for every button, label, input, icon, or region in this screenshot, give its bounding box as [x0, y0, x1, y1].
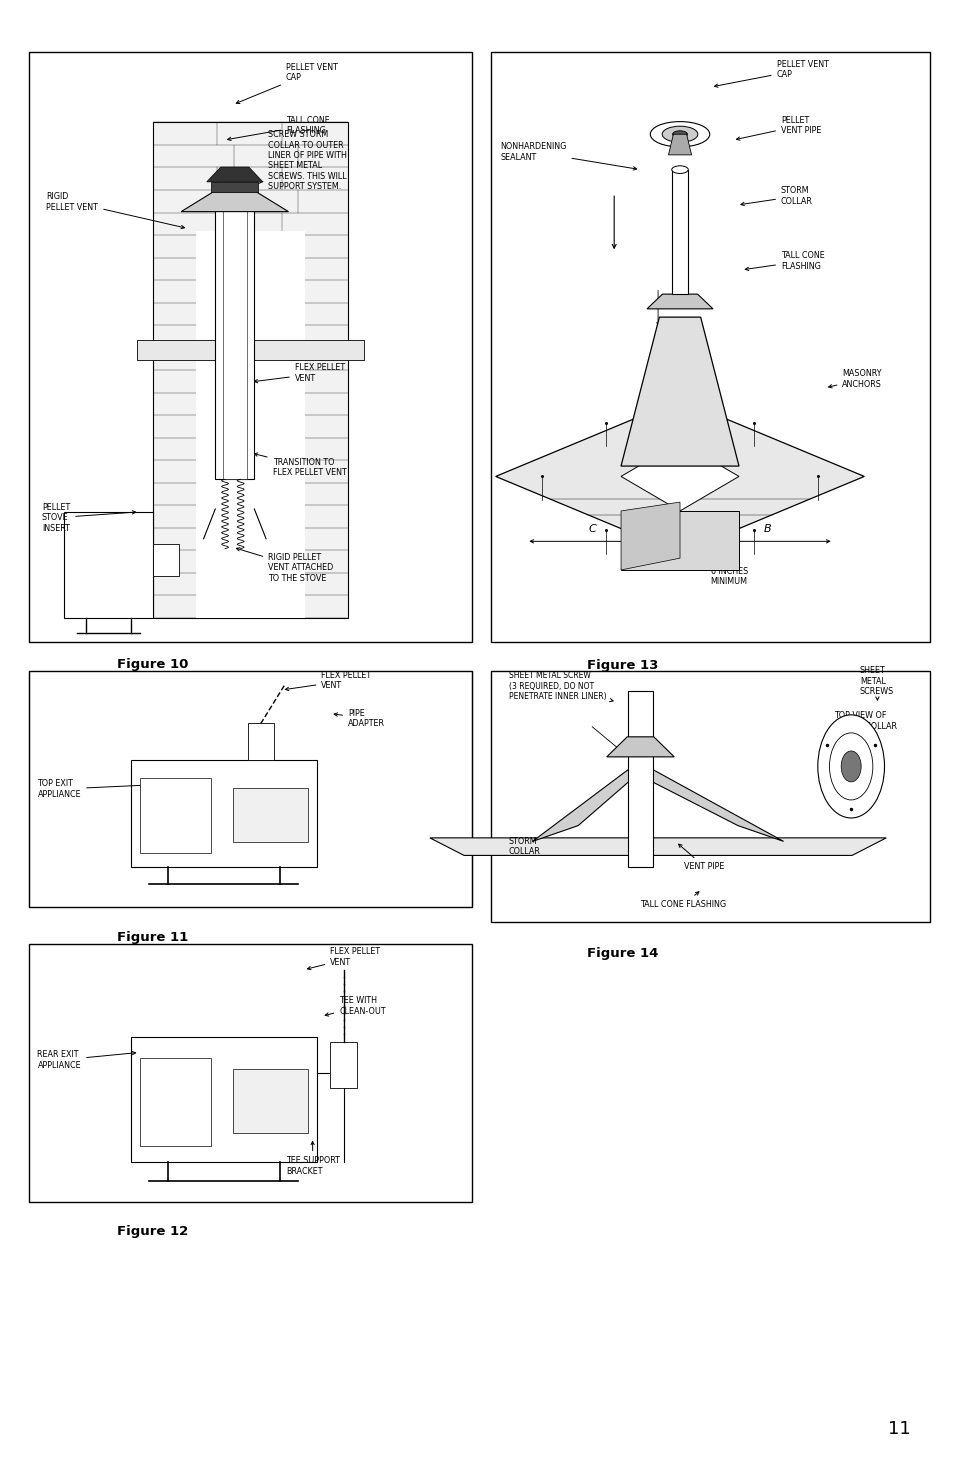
Polygon shape: [532, 770, 782, 841]
Text: SCREW STORM
COLLAR TO OUTER
LINER OF PIPE WITH
SHEET METAL
SCREWS. THIS WILL
SUP: SCREW STORM COLLAR TO OUTER LINER OF PIP…: [253, 130, 347, 192]
Polygon shape: [620, 317, 739, 466]
Bar: [671, 170, 687, 294]
Bar: [195, 232, 305, 618]
Text: TALL CONE FLASHING: TALL CONE FLASHING: [639, 892, 726, 909]
Text: FLEX PELLET
VENT: FLEX PELLET VENT: [307, 947, 380, 969]
Ellipse shape: [672, 131, 687, 137]
Polygon shape: [430, 838, 885, 856]
Bar: [212, 181, 258, 192]
Text: C: C: [588, 525, 596, 534]
Polygon shape: [496, 400, 863, 553]
Text: REAR EXIT
APPLIANCE: REAR EXIT APPLIANCE: [37, 1050, 135, 1069]
Text: NONHARDENING
SEALANT: NONHARDENING SEALANT: [499, 142, 636, 170]
Text: TALL CONE
FLASHING: TALL CONE FLASHING: [744, 251, 823, 271]
Polygon shape: [668, 134, 691, 155]
Bar: [233, 788, 307, 842]
Ellipse shape: [671, 165, 687, 174]
Bar: [233, 1069, 307, 1133]
Ellipse shape: [661, 127, 697, 142]
Polygon shape: [620, 442, 739, 510]
Polygon shape: [181, 192, 288, 211]
Circle shape: [817, 715, 883, 819]
Circle shape: [828, 733, 872, 799]
Bar: [131, 1037, 316, 1162]
Polygon shape: [606, 738, 674, 757]
Polygon shape: [646, 294, 712, 308]
Bar: [131, 760, 316, 867]
Text: TEE SUPPORT
BRACKET: TEE SUPPORT BRACKET: [286, 1142, 339, 1176]
Bar: [29, 671, 472, 907]
Text: SHEET METAL SCREW
(3 REQUIRED, DO NOT
PENETRATE INNER LINER): SHEET METAL SCREW (3 REQUIRED, DO NOT PE…: [508, 671, 613, 702]
Text: MASONRY
ANCHORS: MASONRY ANCHORS: [828, 369, 882, 389]
Circle shape: [841, 751, 861, 782]
Text: VENT PIPE: VENT PIPE: [678, 844, 724, 872]
Text: Figure 10: Figure 10: [117, 658, 189, 671]
Text: Figure 14: Figure 14: [587, 947, 658, 960]
Text: Figure 11: Figure 11: [117, 931, 189, 944]
Text: STORM
COLLAR: STORM COLLAR: [508, 823, 562, 857]
Text: PELLET VENT
CAP: PELLET VENT CAP: [714, 59, 827, 87]
Text: PELLET
STOVE
INSERT: PELLET STOVE INSERT: [42, 503, 135, 532]
Bar: [64, 512, 152, 618]
Bar: [140, 1058, 211, 1146]
Text: Figure 12: Figure 12: [117, 1226, 189, 1239]
Text: 6 INCHES
MINIMUM: 6 INCHES MINIMUM: [704, 550, 747, 587]
Bar: [29, 944, 472, 1202]
Bar: [620, 510, 739, 569]
Text: SHEET
METAL
SCREWS: SHEET METAL SCREWS: [859, 667, 893, 701]
Bar: [491, 671, 929, 922]
Text: B: B: [763, 525, 771, 534]
Bar: [248, 723, 274, 760]
Text: TRANSITION TO
FLEX PELLET VENT: TRANSITION TO FLEX PELLET VENT: [253, 453, 346, 478]
Text: RIGID PELLET
VENT ATTACHED
TO THE STOVE: RIGID PELLET VENT ATTACHED TO THE STOVE: [236, 547, 333, 583]
Text: TALL CONE
FLASHING: TALL CONE FLASHING: [228, 115, 330, 140]
Polygon shape: [620, 502, 679, 569]
Bar: [215, 202, 254, 479]
Polygon shape: [207, 167, 263, 181]
Bar: [152, 544, 179, 575]
Bar: [29, 52, 472, 642]
Bar: [137, 341, 363, 360]
Text: PELLET
VENT PIPE: PELLET VENT PIPE: [736, 115, 821, 140]
Text: PIPE
ADAPTER: PIPE ADAPTER: [334, 708, 385, 729]
Bar: [628, 692, 652, 867]
Bar: [223, 202, 246, 479]
Text: Figure 13: Figure 13: [587, 659, 658, 673]
Text: 11: 11: [887, 1420, 910, 1438]
Ellipse shape: [650, 121, 709, 148]
Text: FLEX PELLET
VENT: FLEX PELLET VENT: [285, 671, 371, 690]
Bar: [140, 779, 211, 854]
Text: TOP EXIT
APPLIANCE: TOP EXIT APPLIANCE: [37, 779, 157, 799]
Text: TOP VIEW OF
STORM COLLAR
AND PIPE: TOP VIEW OF STORM COLLAR AND PIPE: [833, 711, 896, 763]
Text: TEE WITH
CLEAN-OUT: TEE WITH CLEAN-OUT: [325, 996, 385, 1016]
Text: STORM
COLLAR: STORM COLLAR: [740, 186, 812, 206]
Text: PELLET VENT
CAP: PELLET VENT CAP: [236, 62, 337, 103]
Bar: [491, 52, 929, 642]
Text: FLEX PELLET
VENT: FLEX PELLET VENT: [254, 363, 345, 384]
Bar: [330, 1041, 356, 1089]
Text: RIGID
PELLET VENT: RIGID PELLET VENT: [47, 192, 184, 229]
Bar: [152, 122, 348, 618]
